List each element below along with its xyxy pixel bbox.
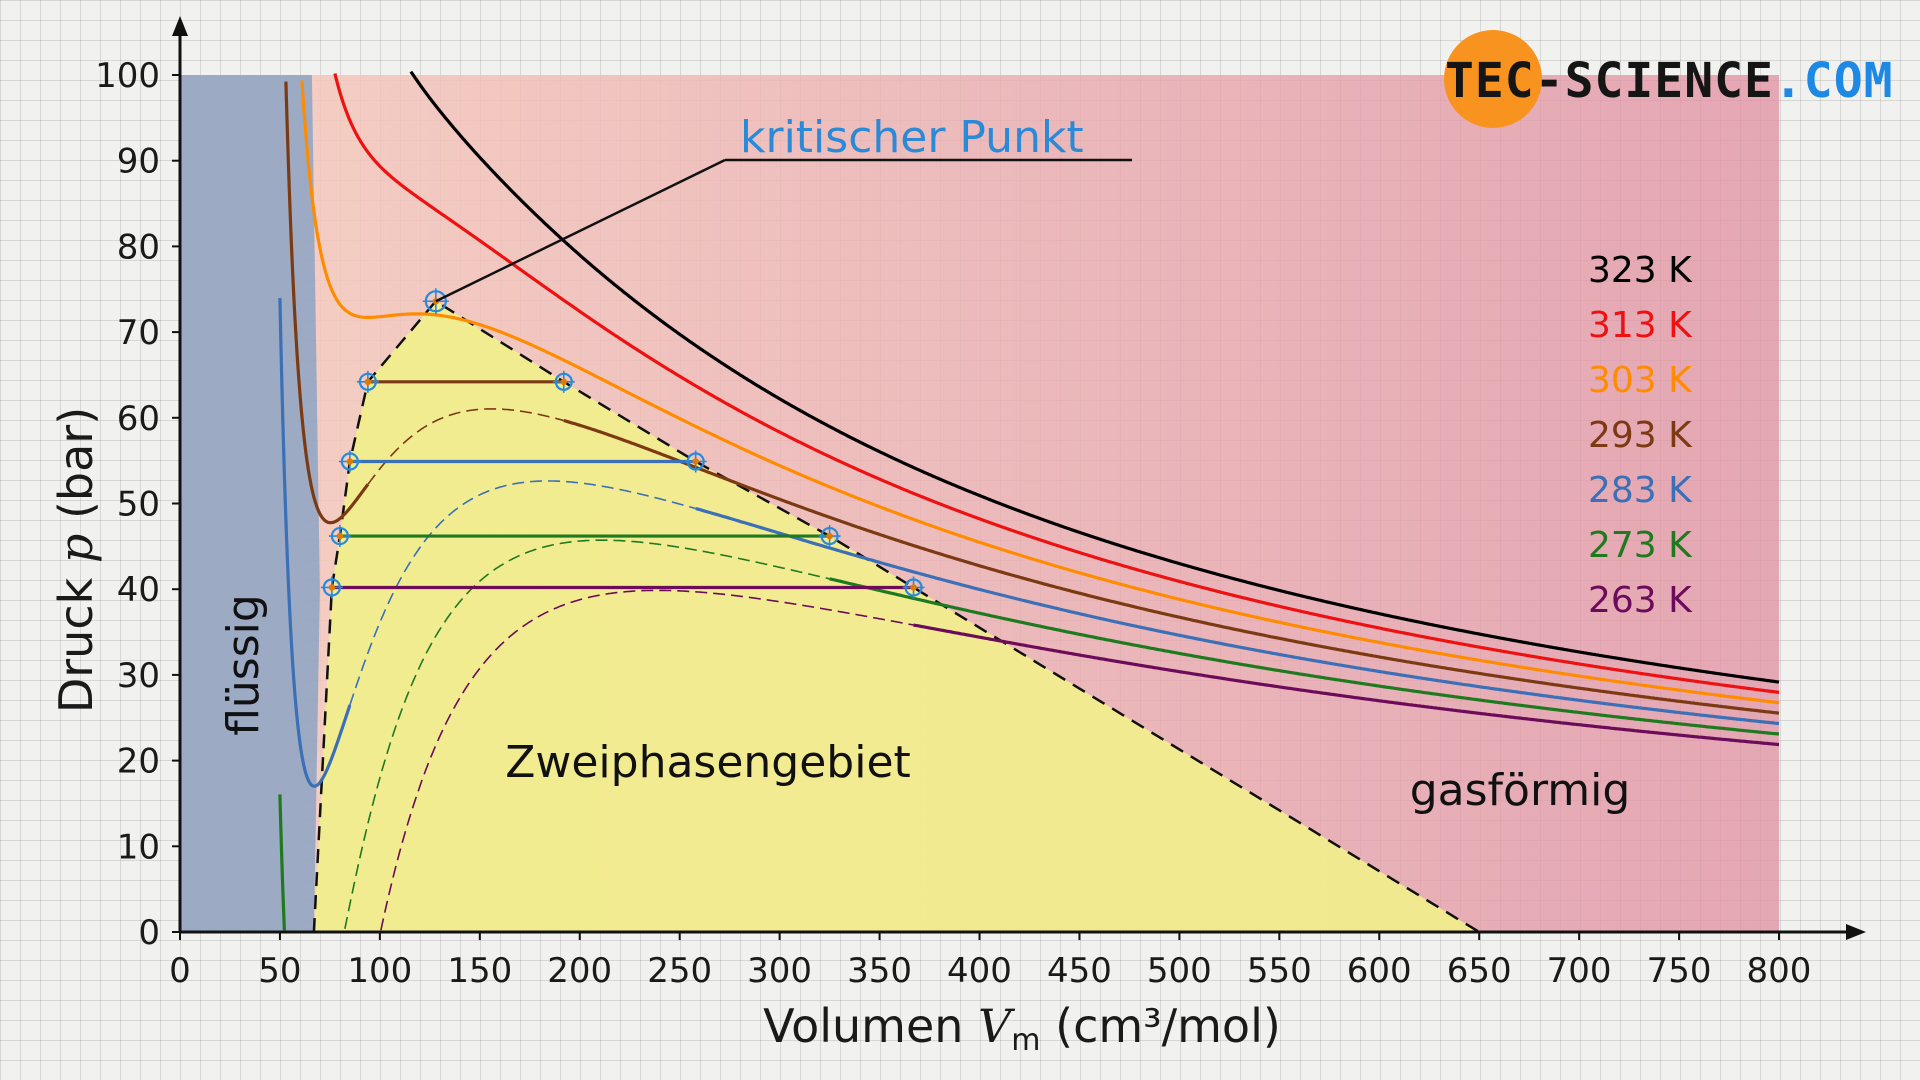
phase-regions (180, 75, 1779, 934)
isotherm-283K-liquid-branch (278, 298, 352, 788)
sat-marker-liquid-263K (320, 576, 343, 599)
x-tick-label-750: 750 (1647, 951, 1712, 991)
y-axis-title: Druck p (bar) (49, 407, 103, 713)
isotherm-273K-gas-branch (829, 577, 1780, 736)
sat-marker-liquid-283K (338, 450, 361, 473)
sat-marker-gas-293K (552, 370, 575, 393)
isotherm-273K-metastable (344, 539, 830, 929)
y-tick-label-0: 0 (138, 913, 160, 953)
axes (172, 16, 1866, 940)
sat-marker-liquid-283K-dot (346, 458, 354, 465)
legend-item-263K: 263 K (1588, 580, 1693, 621)
isotherm-283K-metastable (349, 480, 696, 706)
annotation-leader-line (435, 158, 726, 303)
sat-marker-liquid-293K-dot (364, 378, 372, 386)
x-tick-label-100: 100 (347, 951, 412, 991)
x-axis-arrow (1846, 924, 1866, 940)
sat-marker-gas-273K-dot (826, 532, 833, 540)
y-tick-labels: 0 10 20 30 40 50 60 70 80 90 100 (95, 56, 160, 953)
x-tick-label-650: 650 (1447, 951, 1512, 991)
x-tick-labels: 0 50 100 150 200 250 300 350 400 450 500 550 600 650 7… (169, 951, 1811, 991)
legend: 323 K 313 K 303 K 293 K 283 K 273 K 263 K (1588, 250, 1693, 621)
y-tick-label-60: 60 (117, 399, 160, 439)
x-tick-label-250: 250 (647, 951, 712, 991)
y-tick-label-80: 80 (117, 227, 160, 267)
y-axis-arrow (172, 16, 188, 36)
x-tick-label-550: 550 (1247, 951, 1312, 991)
isotherm-lines (278, 70, 1780, 931)
isotherm-263K-metastable (380, 589, 914, 931)
y-tick-label-100: 100 (95, 56, 160, 96)
region-label-liquid: flüssig (218, 594, 269, 736)
y-tick-label-70: 70 (117, 313, 160, 353)
x-tick-label-400: 400 (947, 951, 1012, 991)
sat-marker-gas-263K (902, 576, 925, 599)
isotherm-293K-gas-branch (563, 419, 1780, 715)
y-tick-label-40: 40 (117, 570, 160, 610)
x-tick-label-450: 450 (1047, 951, 1112, 991)
isotherm-313K (333, 73, 1780, 694)
sat-marker-liquid-273K-dot (336, 532, 344, 540)
legend-item-273K: 273 K (1588, 525, 1693, 566)
isotherm-303K (300, 80, 1780, 705)
saturation-markers (320, 288, 925, 599)
x-axis-title: Volumen Vm (cm³/mol) (763, 999, 1281, 1058)
axis-titles: Volumen Vm (cm³/mol) Druck p (bar) (49, 407, 1281, 1058)
tec-science-logo: TEC-SCIENCE.COM (1444, 30, 1893, 128)
metastable-isotherm-curves (344, 408, 914, 931)
sat-marker-gas-293K-dot (560, 378, 567, 386)
x-tick-label-800: 800 (1747, 951, 1812, 991)
region-label-two-phase: Zweiphasengebiet (505, 737, 911, 788)
isotherm-323K (409, 70, 1780, 684)
sat-marker-gas-283K-dot (692, 458, 699, 465)
saturation-dome-line (312, 299, 1480, 934)
y-tick-label-30: 30 (117, 656, 160, 696)
x-tick-label-200: 200 (547, 951, 612, 991)
region-label-gas: gasförmig (1410, 765, 1631, 816)
sat-marker-gas-273K (818, 525, 841, 548)
y-tick-label-10: 10 (117, 827, 160, 867)
sat-marker-liquid-263K-dot (328, 584, 336, 591)
logo-circle (1444, 30, 1542, 128)
liquid-region-fill (180, 75, 320, 932)
isotherm-263K-gas-branch (913, 623, 1780, 747)
sat-marker-liquid-273K (328, 525, 351, 548)
legend-item-293K: 293 K (1588, 415, 1693, 456)
y-tick-label-90: 90 (117, 142, 160, 182)
isotherm-283K-gas-branch (695, 506, 1780, 726)
x-tick-label-300: 300 (747, 951, 812, 991)
legend-item-323K: 323 K (1588, 250, 1693, 291)
legend-item-303K: 303 K (1588, 360, 1693, 401)
annotation-text: kritischer Punkt (740, 112, 1084, 163)
sat-marker-liquid-293K (356, 370, 379, 393)
x-tick-label-50: 50 (258, 951, 301, 991)
y-tick-label-50: 50 (117, 485, 160, 525)
logo-text: TEC-SCIENCE.COM (1445, 53, 1893, 109)
critical-point-annotation: kritischer Punkt (435, 112, 1132, 303)
x-tick-label-700: 700 (1547, 951, 1612, 991)
legend-item-313K: 313 K (1588, 305, 1693, 346)
y-tick-label-20: 20 (117, 742, 160, 782)
x-tick-label-600: 600 (1347, 951, 1412, 991)
x-tick-label-350: 350 (847, 951, 912, 991)
x-tick-label-0: 0 (169, 951, 191, 991)
isotherm-293K-metastable (367, 408, 565, 485)
isotherm-273K-liquid-branch (278, 794, 286, 931)
two-phase-region-fill (313, 301, 1480, 932)
isotherm-293K-liquid-branch (284, 81, 370, 525)
saturation-tie-lines (331, 380, 914, 590)
sat-marker-gas-283K (684, 450, 707, 473)
legend-item-283K: 283 K (1588, 470, 1693, 511)
x-tick-label-500: 500 (1147, 951, 1212, 991)
x-tick-label-150: 150 (447, 951, 512, 991)
sat-marker-gas-263K-dot (910, 584, 917, 591)
